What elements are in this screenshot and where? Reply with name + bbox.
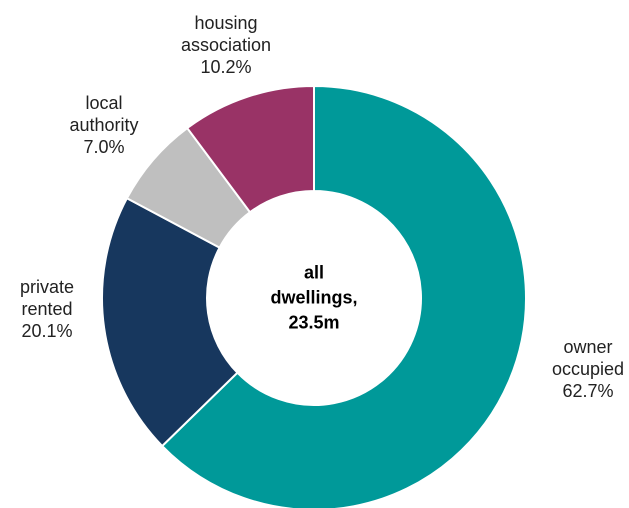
category-label: housing association	[180, 13, 272, 55]
center-label: all dwellings, 23.5m	[270, 262, 358, 333]
donut-segment	[101, 196, 239, 448]
category-label: private rented	[19, 277, 75, 319]
value-label: 62.7%	[562, 381, 614, 401]
donut-segment	[185, 84, 315, 214]
category-label: owner occupied	[551, 337, 625, 379]
value-label: 10.2%	[200, 57, 252, 77]
value-label: 20.1%	[21, 321, 73, 341]
value-label: 7.0%	[83, 137, 125, 157]
category-label: local authority	[69, 93, 139, 135]
donut-segment	[160, 84, 527, 508]
